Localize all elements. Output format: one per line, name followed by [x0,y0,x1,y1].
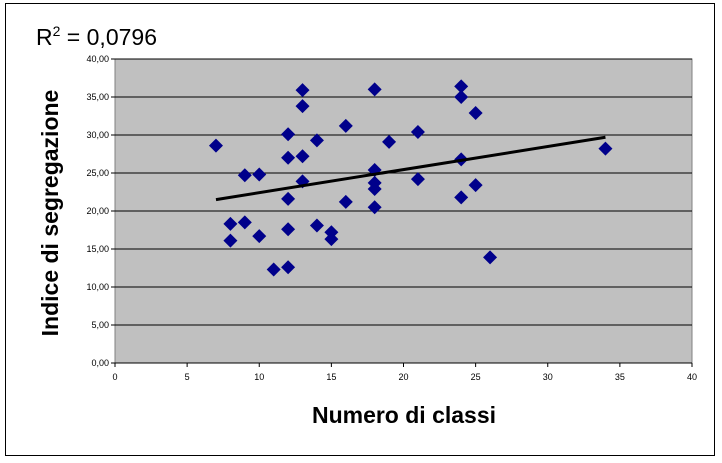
data-point [208,138,223,153]
data-point [367,181,382,196]
y-tick-label: 5,00 [91,320,109,330]
data-point [338,118,353,133]
data-points [208,79,613,277]
data-point [281,150,296,165]
data-point [266,262,281,277]
r-squared-annotation: R2 = 0,0796 [36,23,157,50]
x-tick-label: 0 [112,372,117,382]
data-point [454,190,469,205]
y-axis-title: Indice di segregazione [37,90,63,337]
data-point [324,232,339,247]
y-tick-label: 35,00 [86,92,109,102]
data-point [223,233,238,248]
data-point [483,250,498,265]
trendline [215,135,606,202]
data-point [237,168,252,183]
y-tick-label: 40,00 [86,54,109,64]
data-point [598,141,613,156]
data-point [281,191,296,206]
gridlines [111,58,693,367]
data-point [454,79,469,94]
y-tick-label: 0,00 [91,358,109,368]
data-point [281,222,296,237]
data-point [281,260,296,275]
data-point [281,127,296,142]
data-point [252,229,267,244]
x-tick-label: 20 [398,372,408,382]
data-point [410,124,425,139]
data-point [382,134,397,149]
data-point [295,83,310,98]
x-tick-label: 10 [254,372,264,382]
tick-labels: 0,00 5,00 10,00 15,00 20,00 25,00 30,00 35,00 40… [86,54,697,382]
data-point [223,216,238,231]
y-tick-label: 30,00 [86,130,109,140]
data-point [295,99,310,114]
data-point [309,218,324,233]
data-point [367,200,382,215]
data-point [468,105,483,120]
y-tick-label: 10,00 [86,282,109,292]
data-point [338,194,353,209]
y-tick-label: 15,00 [86,244,109,254]
data-point [295,149,310,164]
x-tick-label: 35 [615,372,625,382]
data-point [252,167,267,182]
x-tick-label: 40 [687,372,697,382]
x-tick-label: 15 [326,372,336,382]
y-tick-label: 25,00 [86,168,109,178]
data-point [237,215,252,230]
x-tick-label: 25 [471,372,481,382]
data-point [468,178,483,193]
x-tick-label: 30 [543,372,553,382]
data-point [309,133,324,148]
y-tick-label: 20,00 [86,206,109,216]
x-tick-label: 5 [185,372,190,382]
data-point [410,172,425,187]
x-axis-title: Numero di classi [312,402,496,428]
data-point [367,82,382,97]
data-point [454,90,469,104]
